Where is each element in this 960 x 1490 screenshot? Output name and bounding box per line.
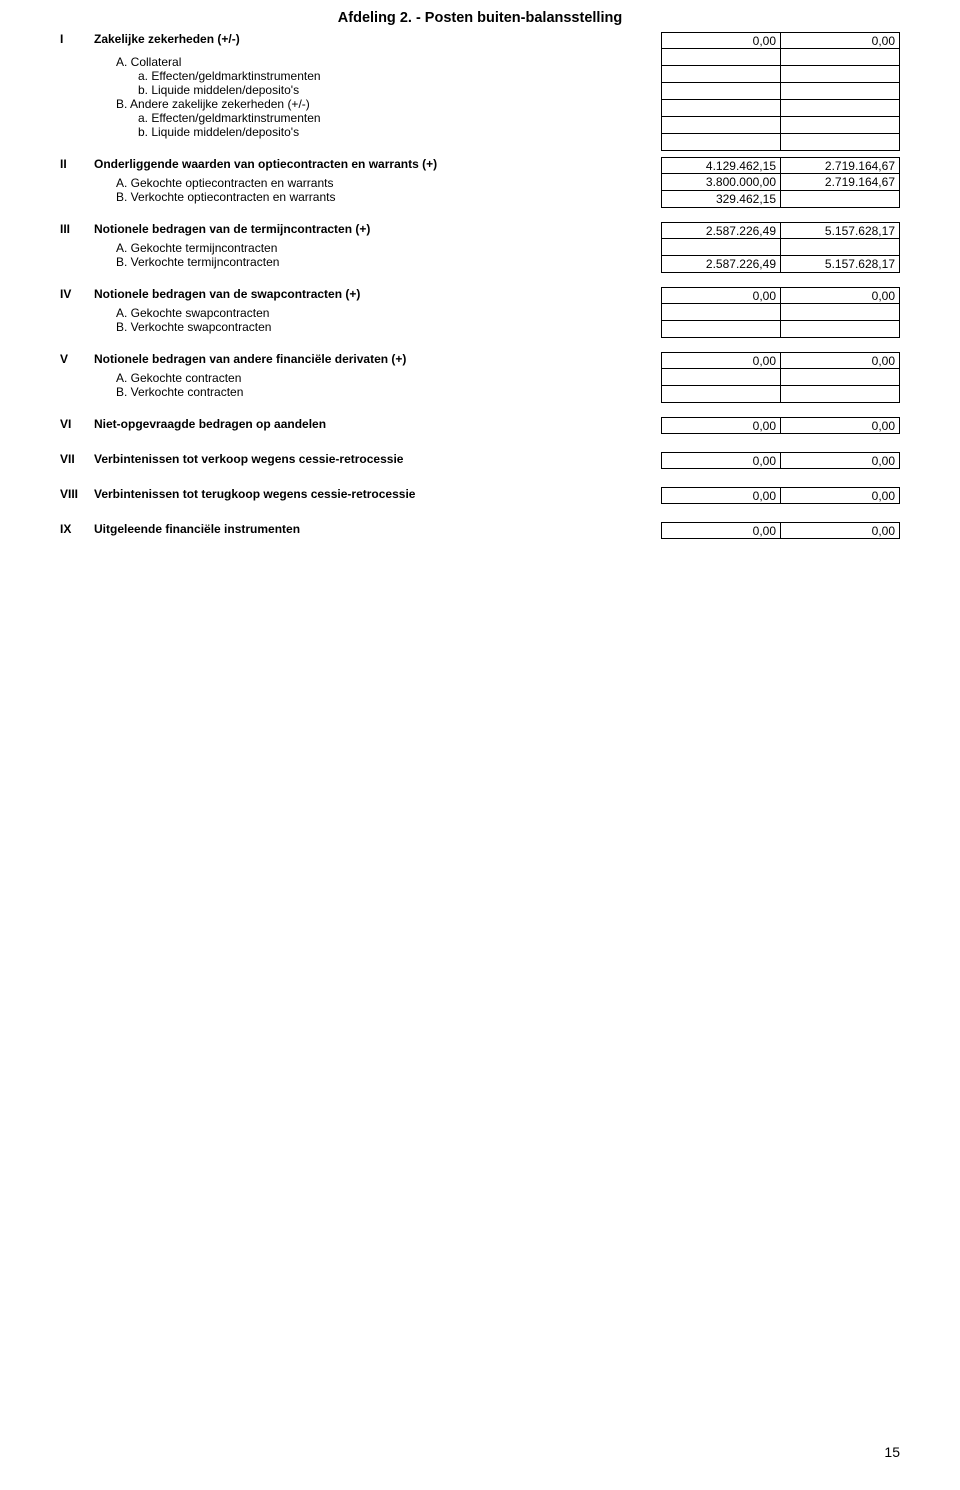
page-number: 15 xyxy=(884,1444,900,1460)
value-cell: 0,00 xyxy=(780,487,900,504)
line-item: B. Andere zakelijke zekerheden (+/-) xyxy=(94,97,900,111)
section-number: VIII xyxy=(60,487,94,501)
line-item: a. Effecten/geldmarktinstrumenten xyxy=(94,69,900,83)
line-item: A. Gekochte swapcontracten xyxy=(94,306,900,320)
line-item: A. Collateral xyxy=(94,55,900,69)
value-cell: 0,00 xyxy=(780,352,900,369)
value-cell: 4.129.462,15 xyxy=(661,157,781,174)
line-item: A. Gekochte contracten xyxy=(94,371,900,385)
line-item: B. Verkochte swapcontracten xyxy=(94,320,900,334)
line-item: b. Liquide middelen/deposito's xyxy=(94,83,900,97)
section-heading: Notionele bedragen van de swapcontracten… xyxy=(94,287,661,301)
line-item: b. Liquide middelen/deposito's xyxy=(94,125,900,139)
section-VIII: VIII Verbintenissen tot terugkoop wegens… xyxy=(60,487,900,504)
section-number: VI xyxy=(60,417,94,431)
section-number: VII xyxy=(60,452,94,466)
section-number: III xyxy=(60,222,94,236)
section-heading: Onderliggende waarden van optiecontracte… xyxy=(94,157,661,171)
line-item: a. Effecten/geldmarktinstrumenten xyxy=(94,111,900,125)
page-title: Afdeling 2. - Posten buiten-balansstelli… xyxy=(60,10,900,26)
line-item: B. Verkochte contracten xyxy=(94,385,900,399)
value-cell: 5.157.628,17 xyxy=(780,222,900,239)
section-heading: Niet-opgevraagde bedragen op aandelen xyxy=(94,417,661,431)
section-number: V xyxy=(60,352,94,366)
value-cell: 2.719.164,67 xyxy=(780,157,900,174)
value-cell: 0,00 xyxy=(661,32,781,49)
section-VII: VII Verbintenissen tot verkoop wegens ce… xyxy=(60,452,900,469)
line-item: A. Gekochte optiecontracten en warrants xyxy=(94,176,900,190)
value-cell: 2.587.226,49 xyxy=(661,222,781,239)
section-number: I xyxy=(60,32,94,46)
value-cell: 0,00 xyxy=(780,287,900,304)
value-cell: 0,00 xyxy=(780,522,900,539)
line-item: A. Gekochte termijncontracten xyxy=(94,241,900,255)
value-cell: 0,00 xyxy=(780,452,900,469)
section-heading: Notionele bedragen van de termijncontrac… xyxy=(94,222,661,236)
section-number: IV xyxy=(60,287,94,301)
value-cell: 0,00 xyxy=(661,487,781,504)
section-IV: IV Notionele bedragen van de swapcontrac… xyxy=(60,287,900,334)
value-cell: 0,00 xyxy=(780,417,900,434)
value-cell: 0,00 xyxy=(661,352,781,369)
section-VI: VI Niet-opgevraagde bedragen op aandelen… xyxy=(60,417,900,434)
line-item: B. Verkochte optiecontracten en warrants xyxy=(94,190,900,204)
value-cell: 0,00 xyxy=(661,522,781,539)
section-heading: Uitgeleende financiële instrumenten xyxy=(94,522,661,536)
value-cell: 0,00 xyxy=(661,452,781,469)
value-cell: 0,00 xyxy=(661,287,781,304)
value-cell: 0,00 xyxy=(780,32,900,49)
section-number: II xyxy=(60,157,94,171)
section-heading: Zakelijke zekerheden (+/-) xyxy=(94,32,661,46)
section-number: IX xyxy=(60,522,94,536)
section-V: V Notionele bedragen van andere financië… xyxy=(60,352,900,399)
section-III: III Notionele bedragen van de termijncon… xyxy=(60,222,900,269)
section-heading: Verbintenissen tot terugkoop wegens cess… xyxy=(94,487,661,501)
section-heading: Notionele bedragen van andere financiële… xyxy=(94,352,661,366)
section-IX: IX Uitgeleende financiële instrumenten 0… xyxy=(60,522,900,539)
value-cell: 0,00 xyxy=(661,417,781,434)
section-I: I Zakelijke zekerheden (+/-) 0,00 0,00 A… xyxy=(60,32,900,139)
line-item: B. Verkochte termijncontracten xyxy=(94,255,900,269)
section-heading: Verbintenissen tot verkoop wegens cessie… xyxy=(94,452,661,466)
section-II: II Onderliggende waarden van optiecontra… xyxy=(60,157,900,204)
